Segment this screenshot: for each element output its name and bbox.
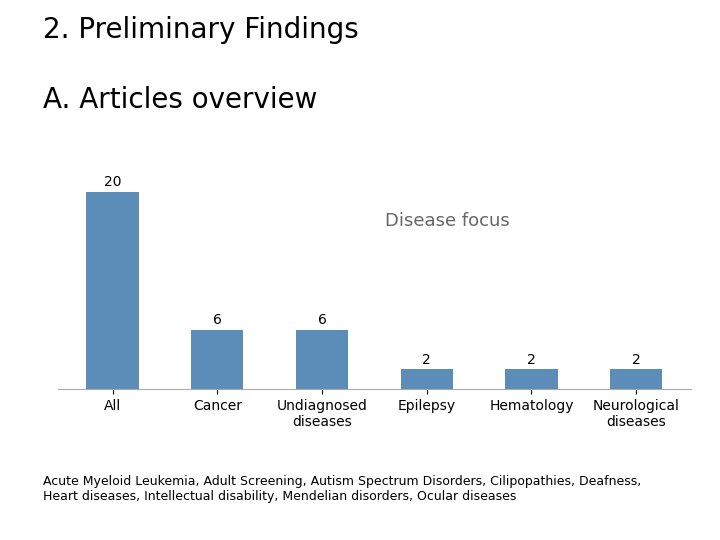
Text: 2: 2: [527, 353, 536, 367]
Text: 2: 2: [632, 353, 641, 367]
Text: 6: 6: [213, 313, 222, 327]
Bar: [610, 369, 662, 389]
Text: 2: 2: [423, 353, 431, 367]
Text: A. Articles overview: A. Articles overview: [43, 86, 318, 114]
Bar: [296, 329, 348, 389]
Bar: [191, 329, 243, 389]
Bar: [505, 369, 558, 389]
Text: Disease focus: Disease focus: [385, 212, 510, 230]
Text: 20: 20: [104, 175, 122, 189]
Bar: [400, 369, 453, 389]
Bar: [86, 192, 139, 389]
Text: Acute Myeloid Leukemia, Adult Screening, Autism Spectrum Disorders, Cilipopathie: Acute Myeloid Leukemia, Adult Screening,…: [43, 475, 642, 503]
Text: 2. Preliminary Findings: 2. Preliminary Findings: [43, 16, 359, 44]
Text: 6: 6: [318, 313, 326, 327]
